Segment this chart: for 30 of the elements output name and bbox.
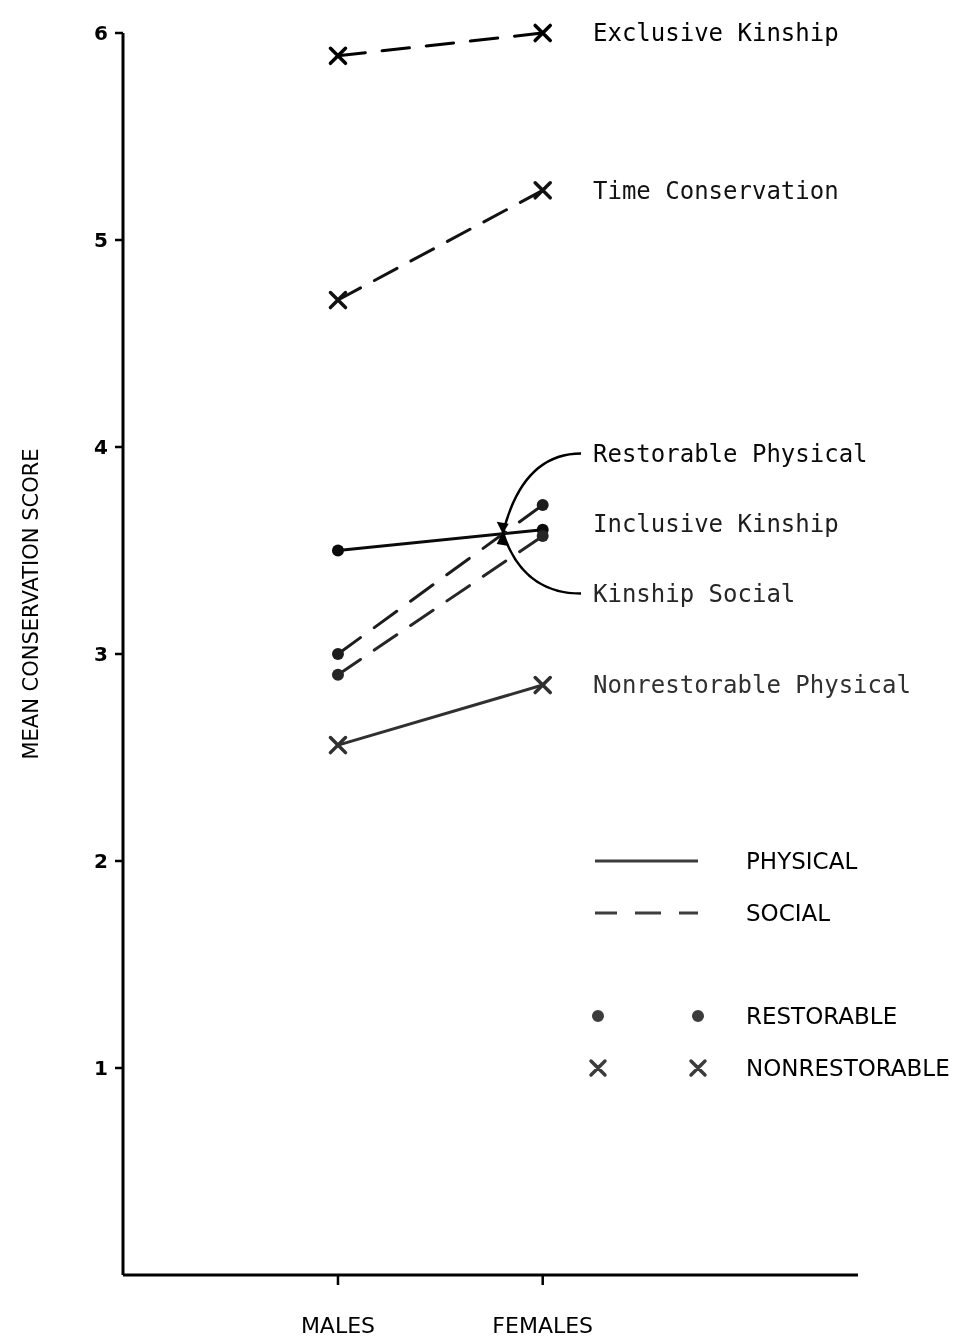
series-label: Inclusive Kinship bbox=[593, 509, 839, 538]
text: RESTORABLE bbox=[746, 1003, 898, 1030]
y-tick-label: 2 bbox=[94, 849, 108, 873]
y-axis-title: MEAN CONSERVATION SCORE bbox=[19, 448, 43, 760]
point bbox=[533, 23, 552, 43]
y-tick-label: 5 bbox=[94, 228, 108, 252]
text: PHYSICAL bbox=[746, 848, 858, 875]
text: Kinship Social bbox=[593, 579, 796, 608]
series-label: Exclusive Kinship bbox=[593, 19, 839, 48]
series-label: Nonrestorable Physical bbox=[593, 671, 911, 700]
y-tick-label: 4 bbox=[94, 435, 108, 459]
point bbox=[536, 498, 549, 511]
point bbox=[533, 675, 552, 695]
point bbox=[331, 544, 344, 557]
x-tick-label: MALES bbox=[300, 1313, 376, 1337]
y-tick-label: 1 bbox=[94, 1056, 108, 1080]
series-label: Time Conservation bbox=[593, 176, 839, 205]
point bbox=[328, 290, 348, 310]
y-tick-label: 3 bbox=[94, 642, 108, 666]
point bbox=[536, 530, 549, 543]
point bbox=[533, 181, 552, 200]
point bbox=[328, 735, 348, 755]
y-tick-label: 6 bbox=[94, 21, 108, 45]
point bbox=[328, 46, 348, 66]
text: Restorable Physical bbox=[593, 439, 868, 468]
point bbox=[331, 648, 344, 660]
text: SOCIAL bbox=[746, 900, 831, 927]
x-tick-label: FEMALES bbox=[492, 1313, 594, 1337]
point bbox=[331, 668, 344, 681]
text: NONRESTORABLE bbox=[746, 1055, 950, 1082]
